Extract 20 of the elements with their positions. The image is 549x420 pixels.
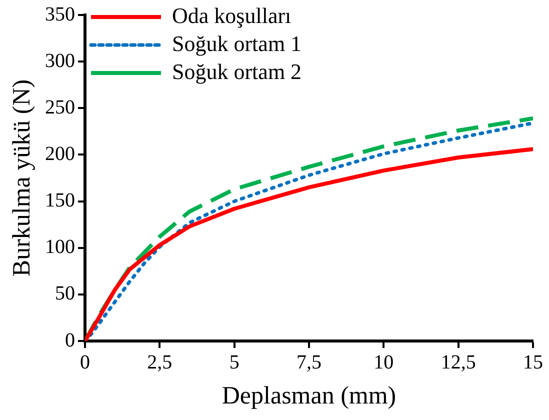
- y-axis-title: Burkulma yükü (N): [8, 79, 36, 277]
- y-tick-label: 200: [45, 142, 75, 165]
- x-tick-label: 2,5: [147, 351, 172, 374]
- x-tick-label: 7,5: [296, 351, 322, 374]
- legend-label: Soğuk ortam 2: [172, 58, 302, 84]
- legend-label: Soğuk ortam 1: [172, 30, 302, 56]
- x-tick-label: 10: [374, 351, 394, 374]
- y-tick-label: 250: [45, 96, 75, 118]
- y-tick-label: 350: [45, 3, 75, 26]
- x-tick-label: 0: [80, 351, 90, 374]
- y-tick-label: 50: [55, 282, 75, 305]
- x-tick-label: 12,5: [440, 351, 476, 374]
- x-axis-title: Deplasman (mm): [222, 382, 396, 410]
- y-tick-label: 150: [45, 190, 75, 212]
- y-tick-label: 100: [45, 236, 75, 258]
- x-tick-label: 5: [229, 351, 240, 374]
- y-tick-label: 0: [65, 329, 75, 352]
- legend-label: Oda koşulları: [172, 2, 292, 28]
- x-tick-label: 15: [523, 351, 543, 374]
- y-tick-label: 300: [45, 50, 75, 72]
